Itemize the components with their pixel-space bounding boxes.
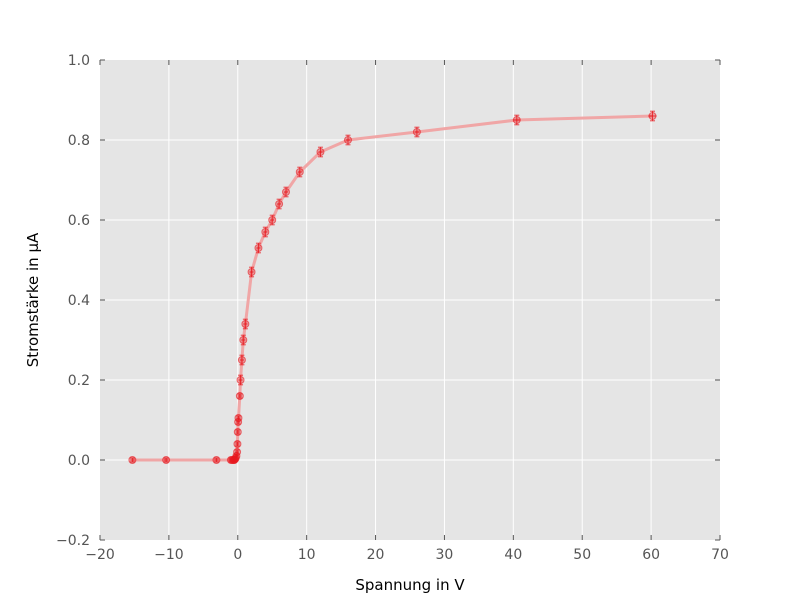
data-point (261, 228, 270, 236)
data-point (233, 440, 242, 448)
y-tick-label: 0.4 (68, 293, 90, 309)
data-point (268, 216, 277, 224)
error-bars (129, 110, 657, 463)
data-point (247, 268, 256, 276)
data-point (316, 148, 325, 156)
data-point (236, 376, 245, 384)
data-point (162, 456, 171, 464)
y-tick-label: 0.6 (68, 213, 90, 229)
x-tick-label: 30 (436, 547, 454, 563)
data-point (295, 168, 304, 176)
data-point (254, 244, 263, 252)
data-point (212, 456, 221, 464)
data-point (234, 418, 243, 426)
axis-ticks (99, 59, 721, 541)
y-tick-label: 0.0 (68, 453, 90, 469)
x-tick-label: −20 (85, 547, 115, 563)
data-point (275, 200, 284, 208)
y-tick-label: −0.2 (56, 533, 90, 549)
data-point (412, 128, 421, 136)
data-point (234, 414, 243, 422)
data-point (648, 112, 657, 120)
x-tick-label: 70 (711, 547, 729, 563)
y-axis-label: Stromstärke in µA (24, 232, 42, 367)
data-point (344, 136, 352, 144)
x-tick-label: 40 (504, 547, 522, 563)
y-tick-label: 1.0 (68, 53, 90, 69)
x-tick-label: 60 (642, 547, 660, 563)
data-point (239, 336, 248, 344)
data-point (282, 188, 290, 196)
data-point (233, 448, 242, 456)
data-point (241, 320, 250, 328)
data-point (128, 456, 137, 464)
x-tick-label: 0 (233, 547, 242, 563)
x-tick-label: 20 (367, 547, 385, 563)
y-tick-label: 0.8 (68, 133, 90, 149)
tick-labels: −20 −10 0 10 20 30 40 50 60 70 −0.2 0.0 0.2 0.4 0.6 0.8… (56, 53, 729, 563)
data-point (237, 356, 246, 364)
x-tick-label: −10 (154, 547, 184, 563)
x-axis-label: Spannung in V (355, 576, 465, 594)
data-point (233, 428, 242, 436)
data-point (512, 116, 521, 124)
y-tick-label: 0.2 (68, 373, 90, 389)
data-point (235, 392, 244, 400)
x-tick-label: 50 (573, 547, 591, 563)
x-tick-label: 10 (298, 547, 316, 563)
data-points (128, 112, 657, 464)
